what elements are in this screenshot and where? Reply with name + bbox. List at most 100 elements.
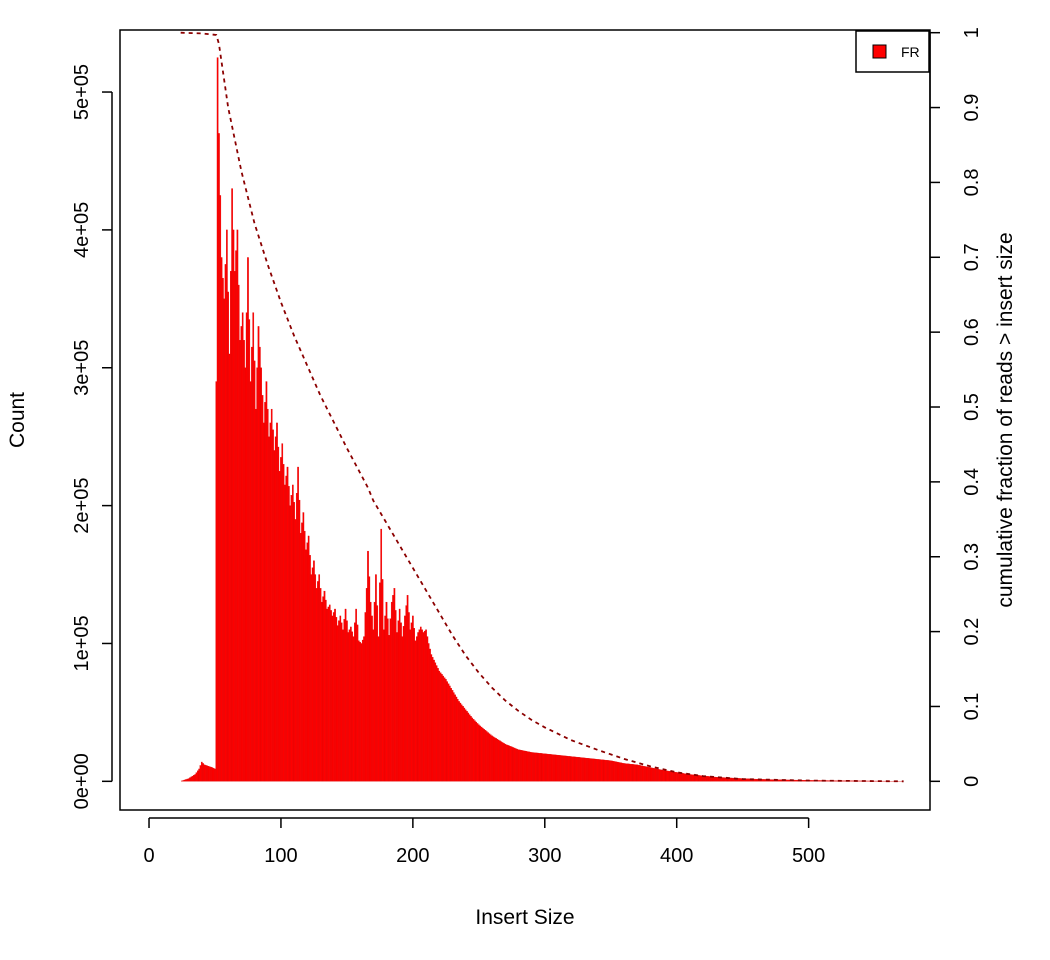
x-tick-label: 400	[660, 845, 693, 867]
y-tick-label: 4e+05	[71, 202, 93, 258]
histogram-bar	[842, 780, 844, 782]
histogram-bar	[571, 756, 574, 782]
histogram-bar	[529, 751, 532, 782]
histogram-bar	[354, 622, 356, 782]
histogram-bar	[294, 519, 297, 782]
histogram-bar	[850, 780, 852, 782]
histogram-bar	[412, 615, 414, 782]
histogram-bar	[413, 628, 415, 782]
histogram-bar	[334, 608, 336, 782]
histogram-bar	[619, 762, 621, 782]
histogram-bar	[679, 772, 682, 782]
histogram-bar	[445, 679, 447, 782]
histogram-bar	[690, 774, 693, 782]
histogram-bar	[398, 608, 401, 782]
histogram-bar	[431, 657, 434, 782]
histogram-bar	[191, 775, 194, 782]
histogram-bar	[383, 629, 385, 782]
histogram-bar	[463, 707, 466, 782]
histogram-bar	[674, 772, 677, 782]
histogram-bar	[458, 701, 460, 782]
histogram-bar	[605, 760, 608, 782]
histogram-bar	[186, 778, 189, 782]
histogram-bar	[376, 605, 379, 782]
histogram-bar	[693, 774, 695, 782]
histogram-bar	[513, 747, 516, 782]
histogram-bar	[199, 765, 202, 782]
histogram-bar	[418, 629, 421, 782]
histogram-bar	[675, 772, 678, 782]
histogram-bar	[514, 748, 517, 782]
histogram-bar	[385, 601, 388, 782]
histogram-bar	[505, 744, 508, 782]
histogram-bar	[471, 717, 474, 782]
histogram-bar	[202, 763, 204, 782]
histogram-bar	[419, 626, 422, 782]
histogram-bar	[280, 457, 282, 782]
histogram-bar	[677, 772, 679, 782]
histogram-bar	[662, 770, 665, 782]
histogram-bar	[551, 754, 554, 782]
histogram-bar	[611, 760, 613, 782]
histogram-bar	[729, 777, 732, 782]
histogram-bar	[293, 502, 295, 782]
histogram-bar	[580, 757, 583, 782]
histogram-bar	[555, 754, 558, 782]
histogram-bar	[324, 599, 327, 782]
histogram-bar	[645, 766, 648, 782]
histogram-bar	[433, 659, 435, 782]
histogram-bar	[277, 446, 280, 782]
histogram-bar	[311, 567, 314, 782]
histogram-bar	[707, 776, 710, 782]
histogram-bar	[194, 774, 197, 782]
histogram-bar	[435, 665, 438, 782]
histogram-bar	[212, 768, 215, 782]
histogram-bar	[636, 764, 638, 782]
histogram-bar	[578, 757, 580, 782]
histogram-bar	[468, 714, 471, 782]
y2-tick-label: 0.7	[961, 243, 983, 271]
histogram-bar	[481, 727, 484, 782]
histogram-bar	[185, 779, 187, 782]
histogram-bar	[617, 762, 620, 782]
histogram-bar	[244, 367, 247, 782]
histogram-bar	[272, 429, 274, 782]
histogram-bar	[780, 779, 782, 782]
histogram-bar	[297, 466, 299, 782]
histogram-bar	[215, 381, 218, 782]
histogram-bar	[599, 759, 602, 782]
histogram-bar	[483, 729, 485, 782]
histogram-bar	[327, 606, 330, 782]
histogram-bar	[629, 763, 632, 782]
histogram-bar	[381, 579, 384, 782]
histogram-bar	[290, 495, 293, 782]
histogram-bar	[393, 588, 396, 782]
y-axis-right: 0 0.1 0.2 0.3 0.4 0.5 0.6 0.7 0.8 0.9 1	[929, 27, 983, 787]
histogram-bar	[522, 750, 525, 782]
histogram-bar	[206, 765, 208, 782]
histogram-bar	[328, 604, 331, 782]
y2-axis-title: cumulative fraction of reads > insert si…	[994, 232, 1017, 607]
x-tick-label: 300	[528, 845, 561, 867]
histogram-bar	[455, 696, 458, 782]
histogram-bar	[364, 612, 367, 782]
histogram-bar	[233, 271, 236, 782]
histogram-bar	[582, 757, 584, 782]
histogram-bar	[778, 779, 781, 782]
histogram-bar	[565, 755, 567, 782]
histogram-bar	[289, 505, 291, 782]
histogram-bar	[211, 767, 214, 782]
histogram-bar	[421, 629, 423, 782]
histogram-bar	[545, 753, 547, 782]
histogram-bar	[491, 735, 493, 782]
histogram-bar	[657, 769, 660, 782]
histogram-bar	[306, 542, 309, 782]
histogram-bar	[218, 133, 220, 782]
histogram-bar	[737, 778, 740, 782]
histogram-bar	[288, 486, 290, 782]
histogram-bar	[417, 632, 419, 782]
histogram-bar	[235, 250, 237, 782]
histogram-bar	[851, 780, 853, 782]
histogram-bar	[592, 758, 595, 782]
histogram-bar	[625, 763, 628, 782]
